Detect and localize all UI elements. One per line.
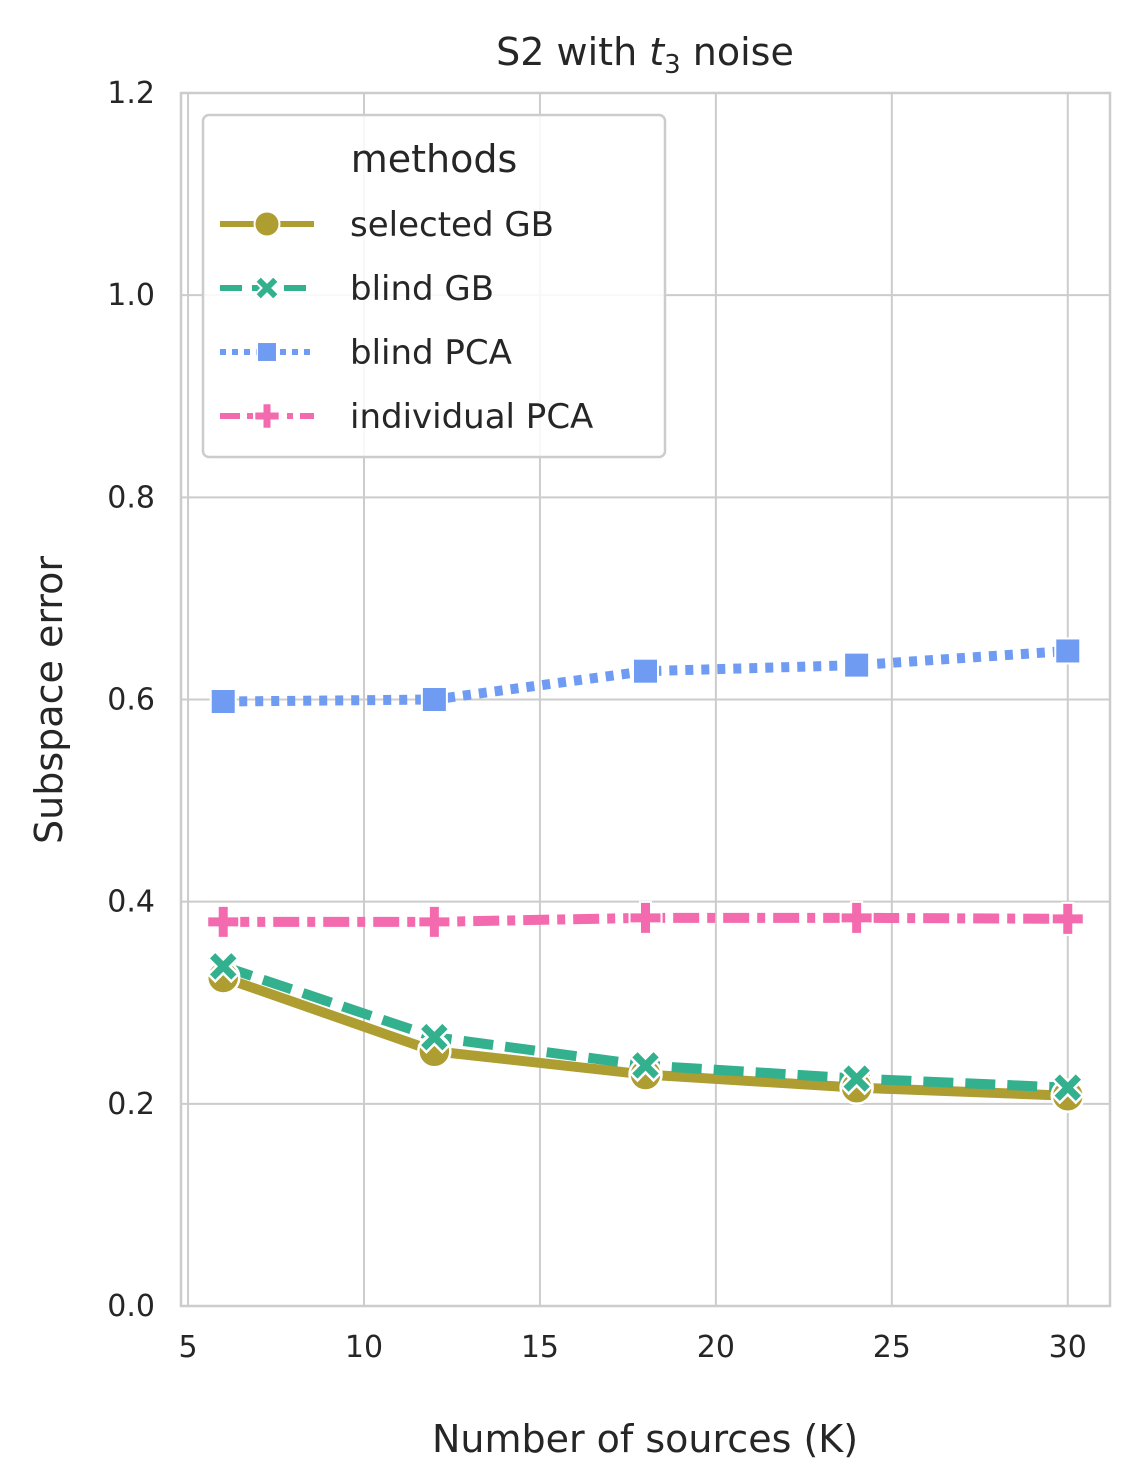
legend-marker-blind-pca	[256, 341, 278, 363]
data-point-blind-gb	[417, 1020, 452, 1054]
y-axis-ticks: 0.0 0.2 0.4 0.6 0.8 1.0 1.2	[107, 76, 155, 1324]
data-point-blind-gb	[839, 1061, 874, 1096]
y-tick-label: 0.4	[107, 885, 155, 920]
data-point-blind-pca	[209, 688, 237, 716]
x-tick-label: 25	[873, 1330, 911, 1365]
y-tick-label: 1.0	[107, 278, 155, 313]
y-tick-label: 1.2	[107, 76, 155, 111]
x-tick-label: 20	[697, 1330, 735, 1365]
x-tick-label: 10	[345, 1330, 383, 1365]
legend-title: methods	[351, 137, 518, 181]
legend-marker-individual-pca	[253, 402, 281, 430]
x-tick-label: 5	[178, 1330, 197, 1365]
legend-label-individual-pca: individual PCA	[350, 397, 593, 437]
data-point-blind-gb	[628, 1048, 663, 1083]
y-tick-label: 0.6	[107, 683, 155, 718]
legend-marker-blind-gb	[253, 274, 281, 302]
x-tick-label: 30	[1049, 1330, 1087, 1365]
data-point-individual-pca	[839, 900, 874, 935]
data-point-individual-pca	[206, 904, 241, 939]
legend-marker-selected-gb	[253, 210, 281, 238]
data-point-individual-pca	[417, 904, 452, 939]
x-axis-ticks: 5 10 15 20 25 30	[178, 1330, 1086, 1365]
legend: methods selected GB blind GB blind PCA indi…	[201, 113, 667, 459]
data-point-individual-pca	[1050, 901, 1085, 936]
data-point-blind-pca	[632, 657, 659, 685]
data-point-blind-pca	[843, 651, 871, 679]
series-markers	[205, 637, 1086, 1113]
y-tick-label: 0.8	[107, 480, 155, 515]
chart-title: S2 with t3 noise	[496, 30, 794, 80]
legend-label-selected-gb: selected GB	[350, 205, 554, 245]
legend-item-individual-pca: individual PCA	[220, 397, 593, 437]
legend-item-blind-pca: blind PCA	[220, 333, 512, 373]
legend-item-selected-gb: selected GB	[220, 205, 554, 245]
data-point-blind-gb	[1051, 1070, 1085, 1105]
y-axis-label: Subspace error	[27, 556, 71, 844]
legend-item-blind-gb: blind GB	[220, 269, 494, 309]
x-tick-label: 15	[521, 1330, 559, 1365]
legend-frame	[201, 113, 667, 459]
data-point-blind-pca	[1054, 637, 1082, 665]
series-line-blind-pca	[223, 645, 1069, 707]
data-point-individual-pca	[628, 900, 663, 935]
data-point-blind-gb	[206, 949, 240, 984]
y-tick-label: 0.2	[107, 1087, 155, 1122]
legend-label-blind-pca: blind PCA	[350, 333, 512, 373]
y-tick-label: 0.0	[107, 1289, 155, 1324]
plot-frame	[179, 91, 1112, 1308]
data-point-blind-pca	[420, 686, 448, 713]
legend-label-blind-gb: blind GB	[350, 269, 494, 309]
legend-items: selected GB blind GB blind PCA individual P…	[220, 205, 593, 437]
x-axis-label: Number of sources (K)	[432, 1417, 858, 1461]
